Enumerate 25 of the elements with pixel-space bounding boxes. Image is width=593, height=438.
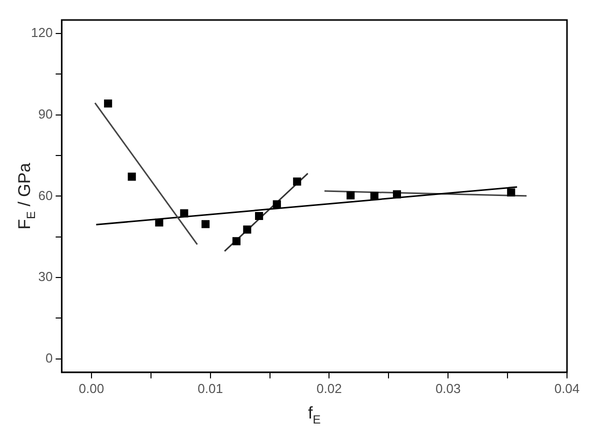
point xyxy=(370,192,378,200)
point xyxy=(232,237,241,246)
point xyxy=(293,178,302,186)
point xyxy=(202,220,210,228)
point xyxy=(255,212,264,220)
point xyxy=(128,172,136,181)
y-tick-label: 120 xyxy=(30,25,53,40)
x-tick-label: 0.03 xyxy=(435,380,461,396)
x-tick-label: 0.01 xyxy=(198,380,223,396)
point xyxy=(392,190,402,198)
x-tick-label: 0.02 xyxy=(316,380,342,396)
y-tick-label: 0 xyxy=(45,350,53,366)
y-tick-label: 60 xyxy=(38,188,53,203)
point xyxy=(507,188,516,196)
point xyxy=(104,99,112,108)
point xyxy=(272,200,281,208)
y-tick-label: 30 xyxy=(38,269,53,284)
point xyxy=(243,226,252,234)
point xyxy=(346,191,355,200)
point xyxy=(155,218,164,227)
x-tick-label: 0.04 xyxy=(554,380,580,396)
y-tick-label: 90 xyxy=(38,106,53,122)
x-tick-label: 0.00 xyxy=(78,380,104,396)
point xyxy=(180,209,188,218)
y-axis-title: FE / GPa xyxy=(15,162,38,230)
